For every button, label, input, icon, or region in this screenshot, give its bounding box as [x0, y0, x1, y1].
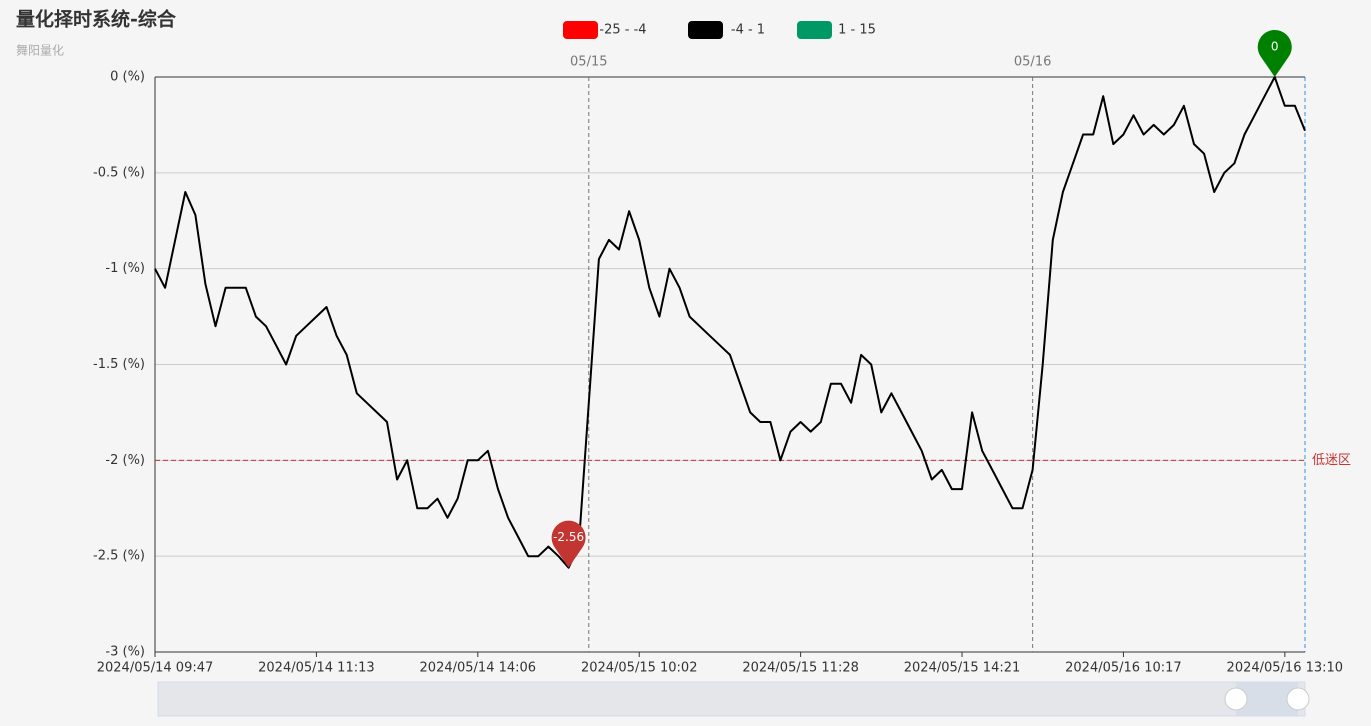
y-tick-label: 0 (%) [110, 70, 145, 85]
y-tick-label: -1.5 (%) [93, 357, 145, 372]
chart-title: 量化择时系统-综合 [16, 8, 177, 31]
zoom-slider[interactable] [157, 681, 1306, 717]
y-tick-label: -2 (%) [105, 453, 145, 468]
y-tick-label: -2.5 (%) [93, 549, 145, 564]
x-tick-label: 2024/05/15 11:28 [742, 661, 859, 676]
x-tick-label: 2024/05/15 10:02 [581, 661, 698, 676]
chart-subtitle: 舞阳量化 [16, 44, 64, 58]
x-tick-label: 2024/05/16 13:10 [1227, 661, 1344, 676]
legend-label: -25 - -4 [599, 23, 646, 38]
legend-label: 1 - 15 [838, 23, 876, 38]
legend-label: -4 - 1 [731, 23, 765, 38]
zoom-handle[interactable] [1286, 687, 1310, 711]
x-tick-label: 2024/05/14 14:06 [420, 661, 537, 676]
legend-swatch [563, 21, 598, 39]
threshold-label: 低迷区 [1312, 453, 1351, 468]
y-tick-label: -3 (%) [105, 645, 145, 660]
zoom-handle[interactable] [1224, 687, 1248, 711]
day-label: 05/15 [570, 55, 607, 70]
x-tick-label: 2024/05/16 10:17 [1065, 661, 1182, 676]
pin-label: 0 [1271, 40, 1279, 54]
x-tick-label: 2024/05/14 11:13 [258, 661, 375, 676]
legend-swatch [688, 21, 723, 39]
day-label: 05/16 [1014, 55, 1051, 70]
pin [551, 520, 586, 568]
y-tick-label: -1 (%) [105, 261, 145, 276]
line-series [154, 76, 1306, 569]
legend-swatch [797, 21, 832, 39]
x-tick-label: 2024/05/15 14:21 [904, 661, 1021, 676]
x-tick-label: 2024/05/14 09:47 [97, 661, 214, 676]
y-tick-label: -0.5 (%) [93, 165, 145, 180]
pin-label: -2.56 [553, 530, 584, 544]
pin [1257, 29, 1292, 77]
